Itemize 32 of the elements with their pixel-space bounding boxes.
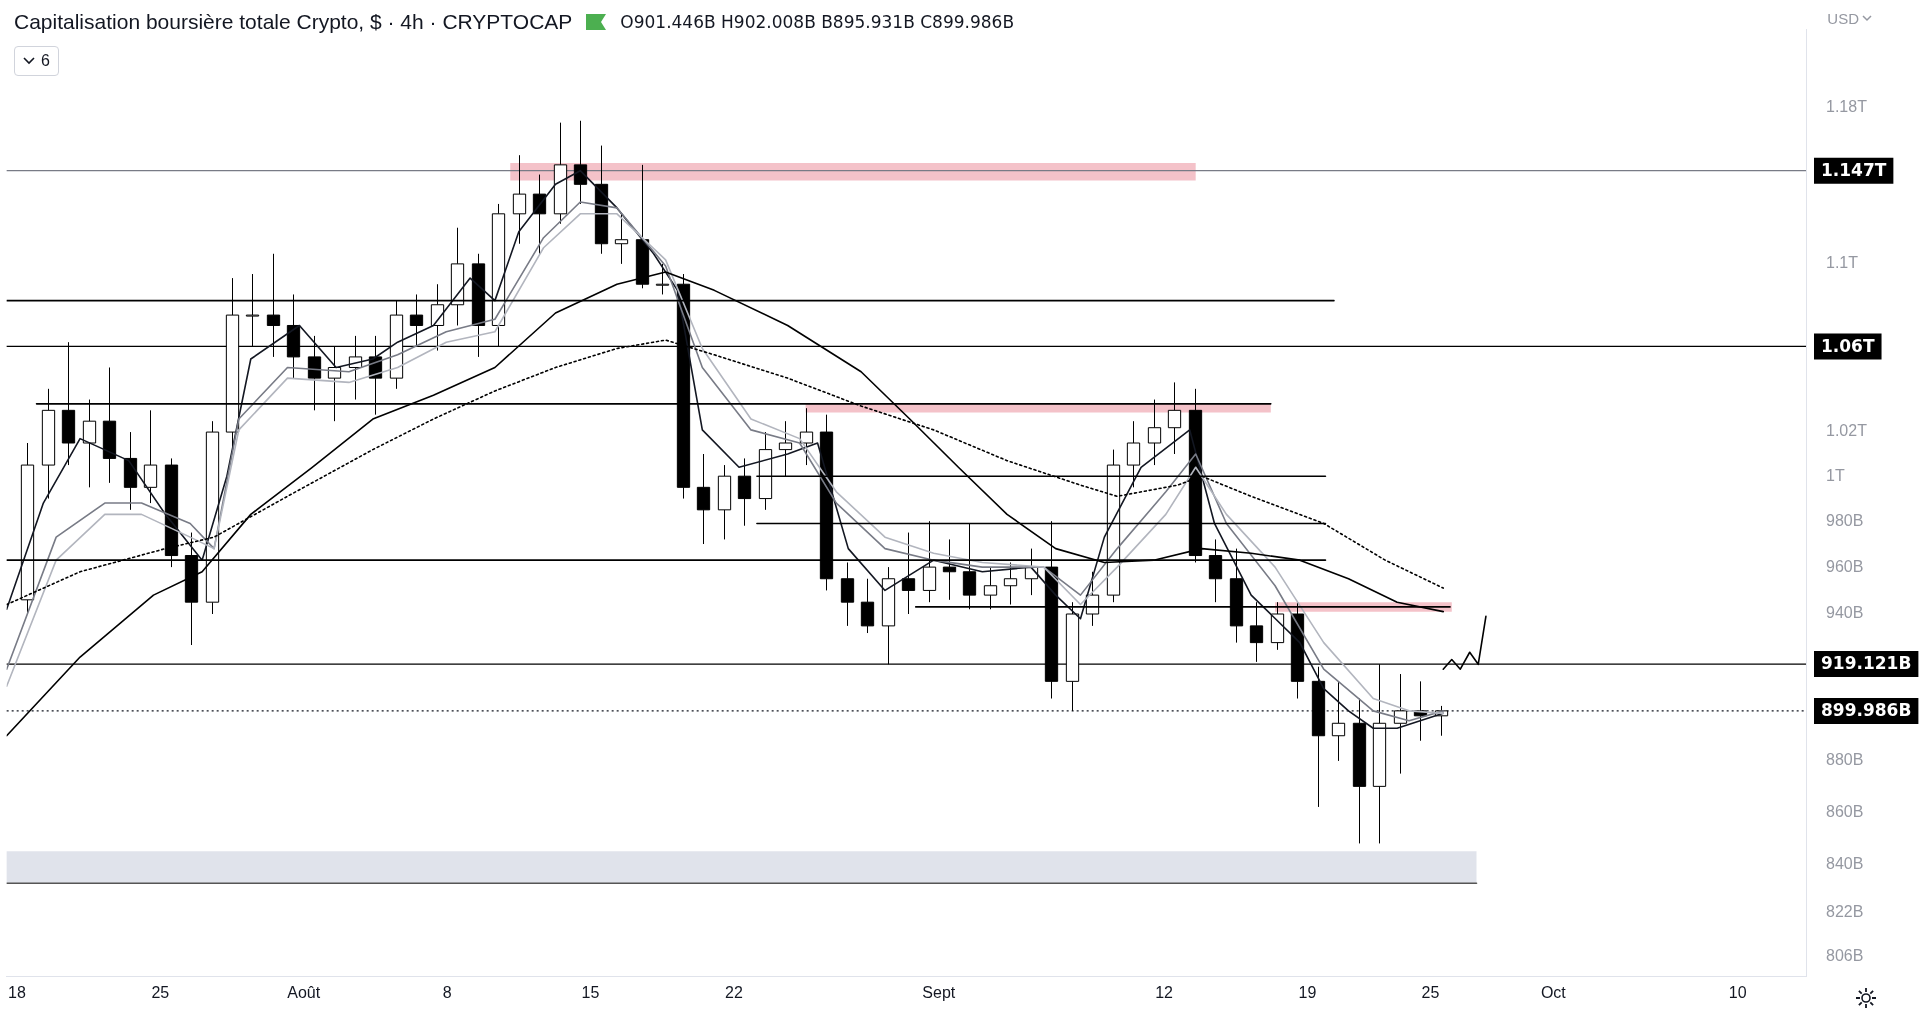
y-tick-label: 1.1T bbox=[1826, 254, 1859, 272]
y-tick-label: 840B bbox=[1826, 854, 1864, 872]
chart-title: Capitalisation boursière totale Crypto, $ · 4h · CRYPTOCAP bbox=[14, 10, 573, 34]
y-tick-label: 1.02T bbox=[1826, 422, 1868, 440]
x-tick-label: 15 bbox=[581, 984, 600, 1002]
text: USD bbox=[1827, 10, 1859, 27]
x-tick-label: 12 bbox=[1155, 984, 1174, 1002]
x-tick-label: Sept bbox=[922, 984, 956, 1002]
annotation: 6 bbox=[41, 52, 50, 70]
x-tick-label: 22 bbox=[725, 984, 743, 1002]
y-tick-label: 806B bbox=[1826, 946, 1864, 964]
y-tick-label: 940B bbox=[1826, 604, 1864, 622]
ref-line-label: 1.147T bbox=[1821, 160, 1887, 181]
x-tick-label: 25 bbox=[1421, 984, 1440, 1002]
x-tick-label: 19 bbox=[1298, 984, 1317, 1002]
x-tick-label: 18 bbox=[8, 984, 26, 1002]
y-tick-label: 980B bbox=[1826, 511, 1864, 529]
x-tick-label: 25 bbox=[151, 984, 170, 1002]
y-tick-label: 1T bbox=[1826, 466, 1845, 484]
y-tick-label: 960B bbox=[1826, 557, 1864, 575]
y-tick-label: 860B bbox=[1826, 802, 1864, 820]
x-tick-label: 10 bbox=[1728, 984, 1747, 1002]
y-tick-label: 880B bbox=[1826, 751, 1864, 769]
x-tick-label: Août bbox=[287, 984, 321, 1002]
x-tick-label: Oct bbox=[1540, 984, 1567, 1002]
y-tick-label: 822B bbox=[1826, 903, 1864, 921]
annotation: O901.446B H902.008B B895.931B C899.986B bbox=[620, 12, 1015, 32]
ref-line-label: 1.06T bbox=[1821, 335, 1875, 356]
ref-line-label: 919.121B bbox=[1821, 653, 1912, 674]
ref-line-label: 899.986B bbox=[1821, 700, 1912, 721]
x-tick-label: 8 bbox=[442, 984, 452, 1002]
y-tick-label: 1.18T bbox=[1826, 97, 1868, 115]
